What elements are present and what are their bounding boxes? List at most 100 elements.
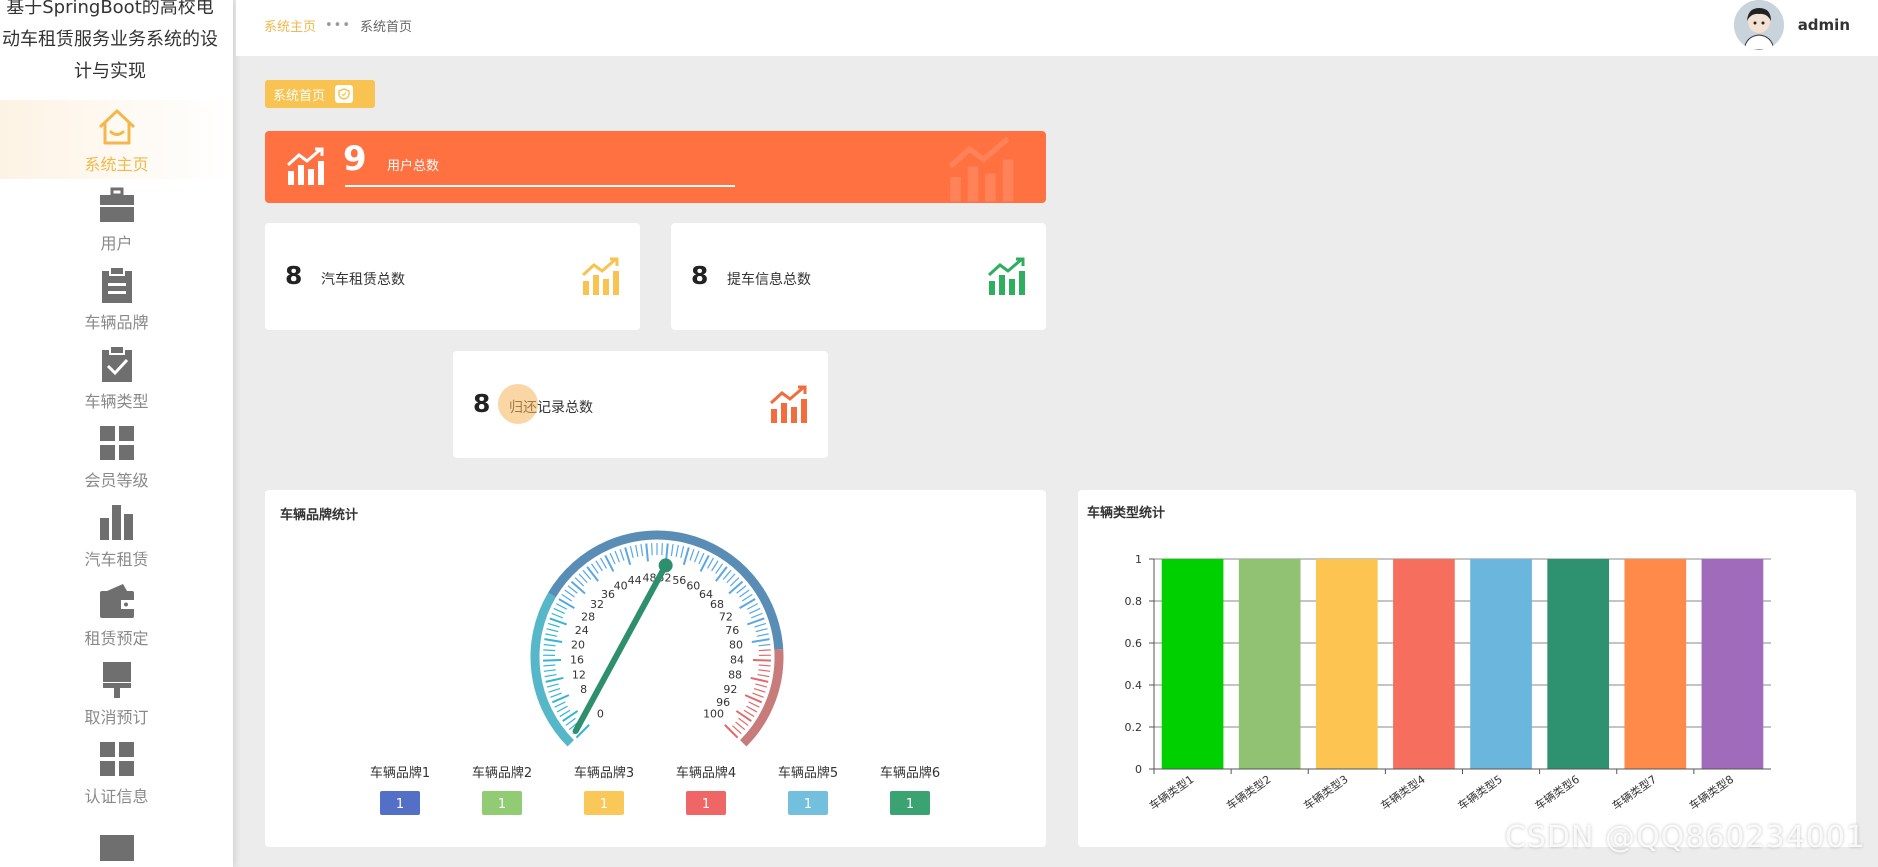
gauge-tick-label: 88 xyxy=(728,668,742,681)
trend-chart-icon xyxy=(948,136,1014,202)
briefcase-icon xyxy=(95,184,139,228)
gauge-tick xyxy=(732,725,742,735)
gauge-tick xyxy=(564,589,575,598)
gauge-tick xyxy=(590,563,599,574)
gauge-tick xyxy=(551,612,563,619)
panel-title: 车辆类型统计 xyxy=(1087,506,1166,521)
gauge-pointer xyxy=(572,562,669,735)
gauge-tick xyxy=(609,552,616,565)
gauge-tick xyxy=(735,721,746,731)
sidebar-item-label: 租赁预定 xyxy=(84,628,149,648)
trend-chart-icon xyxy=(987,257,1025,295)
gauge-tick-label: 92 xyxy=(723,683,737,696)
gauge-tick xyxy=(604,554,615,572)
gauge-tick xyxy=(661,543,663,556)
pickup-total-label: 提车信息总数 xyxy=(727,272,811,288)
gauge-tick xyxy=(547,622,560,628)
sidebar-item-home[interactable]: 系统主页 xyxy=(0,100,233,179)
gauge-tick xyxy=(595,560,603,572)
sidebar-item-label: 认证信息 xyxy=(84,786,149,806)
gauge-tick xyxy=(699,554,710,572)
gauge-tick xyxy=(546,628,559,633)
grid-icon xyxy=(95,737,139,781)
gauge-tick xyxy=(614,550,621,563)
gauge-tick xyxy=(741,593,753,602)
pickup-total-card: 8 提车信息总数 xyxy=(671,223,1046,330)
gauge-tick xyxy=(752,659,771,662)
gauge-tick-label: 28 xyxy=(581,610,595,623)
gauge-tick xyxy=(545,676,564,683)
bar xyxy=(1701,559,1764,769)
gauge-tick-label: 48 xyxy=(642,571,656,584)
gauge-tick xyxy=(640,544,644,557)
monitor-icon xyxy=(95,829,139,867)
gauge-tick xyxy=(544,673,557,678)
user-menu[interactable]: admin xyxy=(1733,0,1850,50)
sidebar-item-car-rental[interactable]: 汽车租赁 xyxy=(0,495,233,574)
page-tab-label: 系统首页 xyxy=(273,88,326,104)
legend-value: 1 xyxy=(396,797,404,812)
breadcrumb-home-link[interactable]: 系统主页 xyxy=(264,20,317,35)
sidebar-item-label: 车辆品牌 xyxy=(84,312,149,332)
gauge-tick xyxy=(755,628,768,633)
x-tick-label: 车辆类型7 xyxy=(1609,772,1659,813)
gauge-tick xyxy=(555,603,568,610)
gauge-tick xyxy=(565,717,576,726)
gauge-tick xyxy=(728,580,744,595)
gauge-tick xyxy=(567,585,578,594)
gauge-tick xyxy=(748,701,760,708)
gauge-tick xyxy=(756,633,769,637)
sidebar-item-certification[interactable]: 认证信息 xyxy=(0,732,233,811)
clipboard-icon xyxy=(95,263,139,307)
gauge-tick xyxy=(582,569,592,580)
gauge-tick xyxy=(543,669,556,672)
gauge-tick xyxy=(645,543,649,562)
sidebar-item-more[interactable] xyxy=(0,811,233,867)
gauge-tick xyxy=(543,643,556,647)
legend-value: 1 xyxy=(804,797,812,812)
sidebar-item-type[interactable]: 车辆类型 xyxy=(0,337,233,416)
sidebar-item-label: 汽车租赁 xyxy=(84,549,149,569)
gauge-tick xyxy=(548,687,561,693)
gauge-tick xyxy=(739,589,750,598)
bar xyxy=(1547,559,1610,769)
tag-icon xyxy=(335,85,354,103)
legend-value: 1 xyxy=(702,797,710,812)
panel-title: 车辆品牌统计 xyxy=(280,508,359,523)
sidebar-item-label: 会员等级 xyxy=(84,470,149,490)
user-total-card: 9 用户总数 xyxy=(265,131,1046,203)
sidebar-item-reservation[interactable]: 租赁预定 xyxy=(0,574,233,653)
gauge-tick xyxy=(743,709,755,718)
gauge-tick-label: 76 xyxy=(725,624,739,637)
sidebar-item-cancel-booking[interactable]: 取消预订 xyxy=(0,653,233,732)
breadcrumb-current: 系统首页 xyxy=(360,20,413,35)
gauge-tick-label: 84 xyxy=(730,654,744,667)
top-bar: 系统主页 ••• 系统首页 admin xyxy=(236,0,1878,56)
bar-chart: 0 0.2 0.4 0.6 0.8 1 车辆类型1 车辆类型2 车辆类型3 车辆类型4 车辆类型5 车… xyxy=(1125,553,1771,813)
legend-label: 车辆品牌5 xyxy=(778,765,838,781)
y-tick-label: 0.4 xyxy=(1125,679,1143,692)
sidebar-item-brand[interactable]: 车辆品牌 xyxy=(0,258,233,337)
gauge-tick xyxy=(689,548,695,561)
y-tick-label: 0 xyxy=(1135,763,1142,776)
legend-value-box xyxy=(380,791,420,815)
user-total-label: 用户总数 xyxy=(387,159,440,174)
gauge-tick xyxy=(543,664,556,667)
gauge-tick xyxy=(670,544,674,557)
gauge-tick xyxy=(749,607,761,615)
gauge-tick xyxy=(722,569,732,580)
sidebar-item-users[interactable]: 用户 xyxy=(0,179,233,258)
gauge-tick xyxy=(675,544,679,557)
avatar[interactable] xyxy=(1733,0,1784,50)
gauge-tick xyxy=(758,643,771,647)
page-tab[interactable]: 系统首页 xyxy=(265,80,375,108)
sidebar-item-member-level[interactable]: 会员等级 xyxy=(0,416,233,495)
legend-label: 车辆品牌4 xyxy=(676,765,736,781)
gauge-tick xyxy=(735,710,752,722)
trend-chart-icon xyxy=(581,257,619,295)
gauge-tick xyxy=(624,547,632,566)
gauge-tick-label: 72 xyxy=(719,610,733,623)
gauge-tick-label: 40 xyxy=(614,580,628,593)
divider xyxy=(345,185,735,187)
gauge-tick xyxy=(550,692,562,698)
